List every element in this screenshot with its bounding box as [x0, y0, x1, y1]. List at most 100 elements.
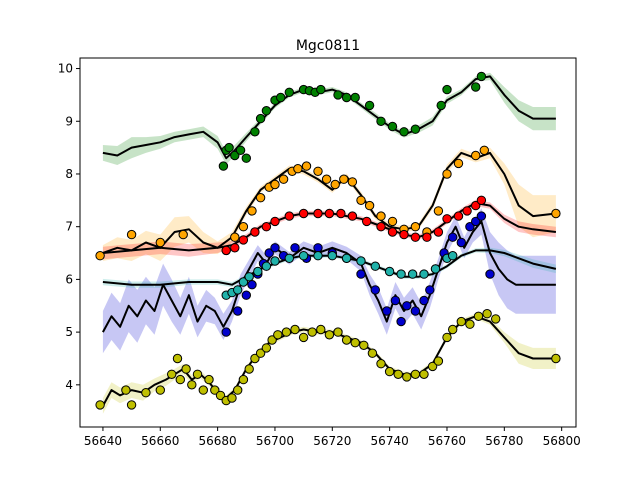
series-2-point — [298, 208, 309, 219]
series-1-point — [313, 166, 323, 177]
x-tick-label: 56760 — [428, 434, 466, 448]
series-0-point — [436, 100, 446, 111]
series-2-point — [324, 208, 335, 219]
series-2-point — [433, 227, 444, 237]
series-1-point — [433, 206, 444, 216]
series-5-point — [210, 385, 220, 395]
series-5-point — [121, 385, 131, 395]
series-1-point — [230, 232, 240, 242]
series-5-point — [316, 324, 326, 335]
series-0-point — [250, 127, 260, 137]
series-2-point — [362, 216, 372, 227]
series-5-point — [273, 330, 283, 340]
x-tick-label: 56660 — [141, 434, 179, 448]
series-1-point — [551, 208, 561, 219]
series-5-point — [167, 369, 177, 379]
series-1-point — [278, 174, 289, 184]
series-2-point — [387, 227, 398, 237]
series-5-point — [187, 380, 197, 390]
series-4-point — [244, 272, 254, 282]
series-3-point — [356, 269, 366, 279]
series-1-point — [339, 174, 349, 184]
series-0-point — [350, 92, 360, 103]
series-2-point — [399, 229, 409, 240]
series-3-point — [402, 301, 412, 311]
series-5-point — [267, 335, 277, 345]
series-2-point — [422, 232, 432, 242]
series-3-point — [448, 232, 458, 242]
y-tick-label: 7 — [65, 220, 73, 234]
series-4-point — [419, 269, 429, 279]
series-5-point — [433, 356, 444, 366]
series-5-point — [233, 385, 243, 395]
series-0-point — [387, 121, 398, 132]
series-4-point — [430, 264, 441, 274]
series-1-point — [453, 158, 464, 169]
series-1-point — [126, 229, 137, 240]
series-0-point — [235, 145, 246, 156]
series-5-point — [419, 369, 429, 379]
series-0-point — [261, 106, 272, 116]
series-4-point — [270, 256, 280, 266]
series-5-point — [324, 330, 335, 340]
series-0-point — [255, 113, 266, 124]
series-5-point — [376, 359, 386, 369]
series-0-point — [218, 161, 229, 171]
series-4-point — [396, 269, 406, 279]
series-5-point — [250, 353, 260, 364]
series-1-point — [301, 161, 312, 171]
series-1-point — [155, 237, 166, 248]
y-axis-ticks: 4 5 6 7 8 9 10 — [58, 62, 80, 392]
series-4-point — [356, 256, 366, 266]
series-5-point — [473, 311, 484, 321]
x-tick-label: 56720 — [313, 434, 351, 448]
series-4-model-line — [102, 249, 557, 286]
series-4-point — [384, 266, 395, 277]
series-1-point — [330, 179, 340, 190]
series-5-point — [215, 390, 226, 401]
series-1-point — [270, 179, 280, 190]
series-4-point — [448, 251, 458, 261]
series-0-point — [316, 84, 326, 95]
series-3-point — [233, 306, 243, 316]
series-4-point — [238, 277, 249, 287]
series-5-point — [95, 400, 105, 410]
series-5-point — [126, 400, 137, 410]
series-1-point — [178, 229, 188, 240]
series-2-point — [238, 235, 249, 245]
y-tick-label: 6 — [65, 272, 73, 286]
series-2-point — [476, 195, 487, 206]
series-5-point — [393, 369, 403, 379]
series-4-point — [284, 253, 294, 263]
series-5-point — [307, 327, 317, 337]
series-2-point — [410, 232, 421, 242]
series-5-point — [333, 327, 343, 337]
series-2-point — [347, 211, 358, 221]
series-2-point — [453, 211, 464, 221]
series-5-point — [551, 353, 561, 364]
series-1-band — [102, 147, 556, 261]
series-3-point — [264, 248, 274, 258]
series-1-point — [255, 193, 266, 203]
series-4-point — [341, 253, 352, 263]
series-0-point — [376, 116, 386, 127]
series-5-point — [402, 372, 412, 382]
series-5-point — [255, 348, 266, 358]
series-1-point — [376, 211, 386, 221]
series-5-point — [141, 388, 151, 398]
series-3-point — [290, 243, 300, 253]
series-3-point — [247, 280, 257, 290]
series-3-point — [471, 216, 481, 227]
series-0-point — [333, 90, 343, 100]
series-0-point — [476, 71, 487, 82]
x-tick-label: 56780 — [485, 434, 523, 448]
series-5-point — [448, 324, 458, 335]
series-5-point — [465, 319, 475, 329]
series-5-point — [384, 366, 395, 377]
series-2-point — [376, 222, 386, 232]
series-5-point — [427, 361, 438, 372]
series-1-point — [479, 145, 489, 156]
series-1-point — [347, 177, 358, 187]
plot-frame — [79, 57, 577, 428]
